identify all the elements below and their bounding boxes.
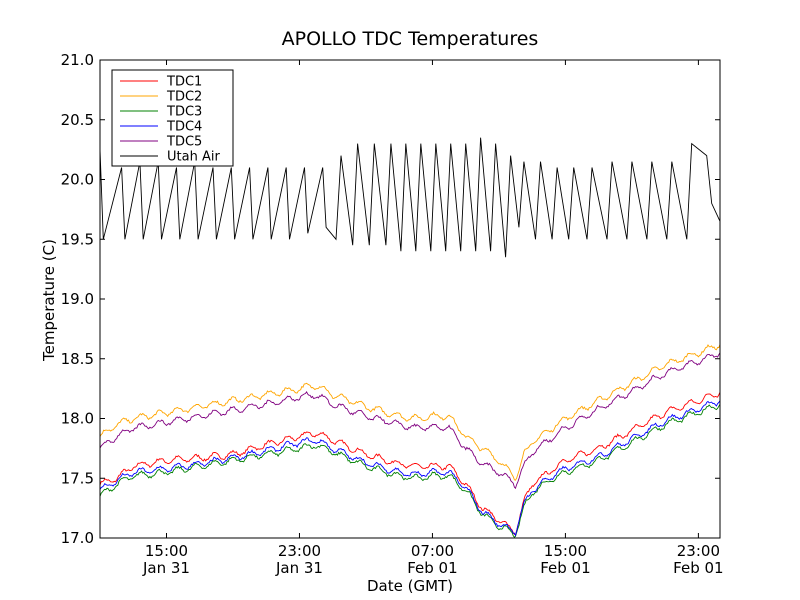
series-line-tdc2 [99,344,721,481]
y-tick-label: 19.5 [61,230,94,248]
y-tick-label: 20.5 [61,111,94,129]
x-tick-date-label: Jan 31 [275,559,323,577]
y-tick-label: 21.0 [61,51,94,69]
x-tick-time-label: 15:00 [145,542,188,560]
series-line-utah-air [99,137,721,258]
x-tick-time-label: 23:00 [677,542,720,560]
chart-title: APOLLO TDC Temperatures [282,28,539,50]
legend-box [111,69,234,167]
x-axis-label: Date (GMT) [367,577,453,595]
legend-label-tdc1: TDC1 [166,75,202,90]
y-tick-label: 17.0 [61,529,94,547]
x-tick-date-label: Feb 01 [407,559,457,577]
x-tick-time-label: 15:00 [544,542,587,560]
y-tick-label: 17.5 [61,469,94,487]
y-tick-label: 18.5 [61,350,94,368]
y-axis-label: Temperature (C) [40,239,58,362]
legend-label-utah-air: Utah Air [167,150,220,165]
legend-label-tdc3: TDC3 [166,105,202,120]
y-tick-label: 19.0 [61,290,94,308]
legend-label-tdc4: TDC4 [166,120,202,135]
legend-label-tdc2: TDC2 [166,90,202,105]
x-tick-time-label: 23:00 [278,542,321,560]
series-line-tdc4 [99,400,721,537]
series-line-tdc3 [99,403,721,538]
y-tick-label: 18.0 [61,410,94,428]
x-tick-time-label: 07:00 [411,542,454,560]
legend-label-tdc5: TDC5 [166,135,202,150]
y-tick-label: 20.0 [61,171,94,189]
series-line-tdc1 [99,392,721,536]
series-line-tdc5 [99,352,721,490]
series-layer [99,137,721,538]
y-axis: 17.0 17.5 18.0 18.5 19.0 19.5 20.0 20.5 21.0 [61,51,720,547]
x-tick-date-label: Jan 31 [142,559,190,577]
x-tick-date-label: Feb 01 [540,559,590,577]
x-tick-date-label: Feb 01 [673,559,723,577]
